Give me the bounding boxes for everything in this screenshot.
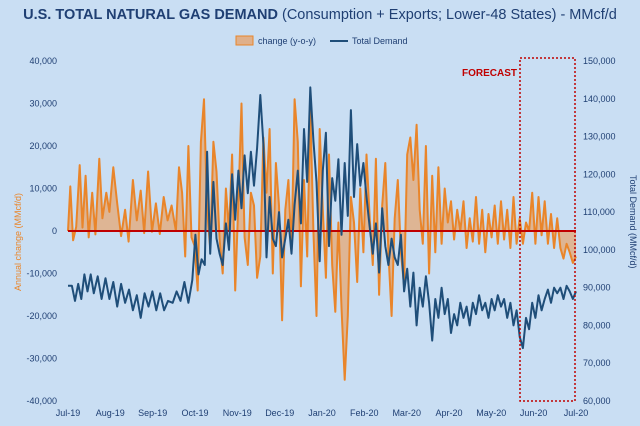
left-tick-label: 0: [52, 226, 57, 236]
left-tick-label: -40,000: [26, 396, 57, 406]
x-tick-label: Oct-19: [181, 408, 208, 418]
legend-label-change: change (y-o-y): [258, 36, 316, 46]
forecast-box: [519, 57, 576, 402]
x-axis: Jul-19 Aug-19 Sep-19 Oct-19 Nov-19 Dec-19 Jan-…: [56, 408, 589, 418]
x-tick-label: Mar-20: [392, 408, 421, 418]
right-tick-label: 150,000: [583, 56, 616, 66]
x-tick-label: Jul-19: [56, 408, 81, 418]
right-tick-label: 110,000: [583, 207, 615, 217]
legend: change (y-o-y) Total Demand: [235, 35, 408, 46]
x-tick-label: Feb-20: [350, 408, 379, 418]
left-tick-label: 30,000: [29, 99, 57, 109]
left-axis-title: Annual change (MMcf/d): [13, 193, 23, 291]
legend-label-demand: Total Demand: [352, 36, 408, 46]
x-tick-label: Dec-19: [265, 408, 294, 418]
left-tick-label: 40,000: [29, 56, 57, 66]
x-tick-label: Jan-20: [308, 408, 336, 418]
left-axis: 40,000 30,000 20,000 10,000 0 -10,000 -20,000 -…: [26, 56, 57, 406]
x-tick-label: Jul-20: [564, 408, 589, 418]
left-tick-label: 20,000: [29, 141, 57, 151]
chart-title: U.S. TOTAL NATURAL GAS DEMAND: [23, 7, 278, 23]
right-tick-label: 130,000: [583, 132, 616, 142]
right-tick-label: 60,000: [583, 396, 611, 406]
x-tick-label: Nov-19: [223, 408, 252, 418]
demand-line: [68, 86, 577, 350]
x-tick-label: Sep-19: [138, 408, 167, 418]
chart-subtitle: (Consumption + Exports; Lower-48 States)…: [282, 7, 617, 23]
right-tick-label: 80,000: [583, 320, 611, 330]
change-line-layer: [67, 98, 577, 381]
legend-swatch-change: [235, 35, 254, 46]
x-tick-label: Apr-20: [435, 408, 462, 418]
right-tick-label: 140,000: [583, 94, 616, 104]
change-line: [67, 98, 577, 381]
left-tick-label: -10,000: [26, 269, 57, 279]
left-tick-label: 10,000: [29, 184, 57, 194]
x-tick-label: May-20: [476, 408, 506, 418]
right-tick-label: 100,000: [583, 245, 616, 255]
right-tick-label: 90,000: [583, 283, 611, 293]
right-axis-title: Total Demand (MMcf/d): [628, 175, 638, 269]
left-tick-label: -20,000: [26, 311, 57, 321]
left-tick-label: -30,000: [26, 354, 57, 364]
forecast-label: FORECAST: [462, 68, 517, 79]
right-tick-label: 70,000: [583, 358, 611, 368]
x-tick-label: Aug-19: [96, 408, 125, 418]
right-tick-label: 120,000: [583, 169, 616, 179]
right-axis: 150,000 140,000 130,000 120,000 110,000 100,0…: [583, 56, 616, 406]
x-tick-label: Jun-20: [520, 408, 548, 418]
demand-line-layer: [68, 86, 577, 350]
chart-title-line: U.S. TOTAL NATURAL GAS DEMAND (Consumpti…: [0, 7, 640, 23]
